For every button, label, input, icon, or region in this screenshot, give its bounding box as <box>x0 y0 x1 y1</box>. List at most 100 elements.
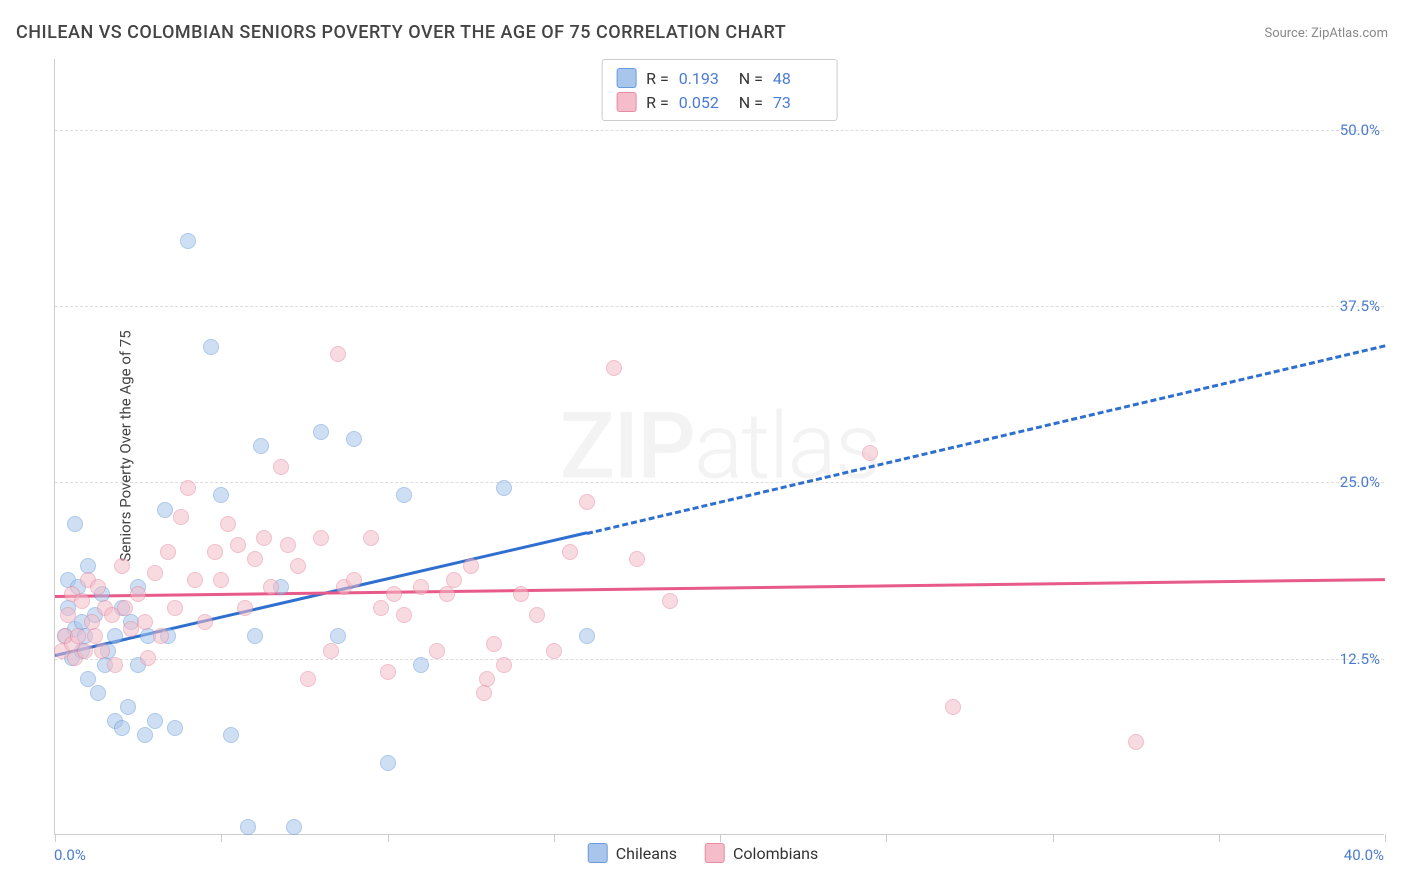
data-point <box>346 572 362 588</box>
data-point <box>153 628 169 644</box>
data-point <box>187 572 203 588</box>
data-point <box>147 565 163 581</box>
x-tick <box>1219 834 1220 842</box>
data-point <box>300 671 316 687</box>
trend-line <box>55 578 1385 598</box>
data-point <box>486 636 502 652</box>
data-point <box>439 586 455 602</box>
data-point <box>114 558 130 574</box>
y-tick-label: 25.0% <box>1340 473 1380 491</box>
data-point <box>476 685 492 701</box>
x-tick <box>388 834 389 842</box>
y-tick-label: 37.5% <box>1340 297 1380 315</box>
data-point <box>90 579 106 595</box>
data-point <box>330 346 346 362</box>
data-point <box>213 572 229 588</box>
data-point <box>147 713 163 729</box>
data-point <box>117 600 133 616</box>
data-point <box>606 360 622 376</box>
legend-stats: R =0.193N =48R =0.052N =73 <box>601 59 838 121</box>
data-point <box>240 819 256 835</box>
x-tick <box>221 834 222 842</box>
data-point <box>313 424 329 440</box>
data-point <box>429 643 445 659</box>
data-point <box>373 600 389 616</box>
data-point <box>513 586 529 602</box>
data-point <box>413 657 429 673</box>
data-point <box>662 593 678 609</box>
data-point <box>253 438 269 454</box>
gridline <box>55 130 1384 131</box>
x-tick <box>55 834 56 842</box>
data-point <box>562 544 578 560</box>
legend-stat-row: R =0.052N =73 <box>616 90 823 114</box>
data-point <box>290 558 306 574</box>
data-point <box>74 593 90 609</box>
data-point <box>446 572 462 588</box>
data-point <box>346 431 362 447</box>
data-point <box>280 537 296 553</box>
data-point <box>247 628 263 644</box>
legend-item: Chileans <box>588 843 677 863</box>
data-point <box>203 339 219 355</box>
data-point <box>496 480 512 496</box>
data-point <box>114 720 130 736</box>
data-point <box>1128 734 1144 750</box>
x-tick <box>886 834 887 842</box>
data-point <box>207 544 223 560</box>
data-point <box>386 586 402 602</box>
data-point <box>945 699 961 715</box>
data-point <box>396 607 412 623</box>
data-point <box>380 755 396 771</box>
data-point <box>413 579 429 595</box>
gridline <box>55 482 1384 483</box>
data-point <box>286 819 302 835</box>
plot-area: ZIPatlas R =0.193N =48R =0.052N =73 12.5… <box>54 59 1384 835</box>
data-point <box>247 551 263 567</box>
data-point <box>546 643 562 659</box>
data-point <box>396 487 412 503</box>
data-point <box>380 664 396 680</box>
data-point <box>263 579 279 595</box>
chart-title: CHILEAN VS COLOMBIAN SENIORS POVERTY OVE… <box>16 22 786 43</box>
data-point <box>463 558 479 574</box>
data-point <box>862 445 878 461</box>
data-point <box>140 650 156 666</box>
legend-series: Chileans Colombians <box>588 843 819 863</box>
trend-line <box>587 344 1386 535</box>
data-point <box>120 699 136 715</box>
data-point <box>629 551 645 567</box>
x-tick <box>554 834 555 842</box>
data-point <box>180 233 196 249</box>
source-attribution: Source: ZipAtlas.com <box>1264 26 1388 41</box>
data-point <box>256 530 272 546</box>
x-tick <box>1053 834 1054 842</box>
data-point <box>323 643 339 659</box>
data-point <box>90 685 106 701</box>
data-point <box>273 459 289 475</box>
x-axis-max-label: 40.0% <box>1344 846 1384 864</box>
legend-item: Colombians <box>705 843 818 863</box>
data-point <box>173 509 189 525</box>
data-point <box>167 720 183 736</box>
watermark: ZIPatlas <box>560 393 880 500</box>
x-axis-min-label: 0.0% <box>54 846 86 864</box>
data-point <box>220 516 236 532</box>
data-point <box>130 586 146 602</box>
data-point <box>529 607 545 623</box>
data-point <box>579 628 595 644</box>
data-point <box>67 516 83 532</box>
data-point <box>167 600 183 616</box>
data-point <box>77 643 93 659</box>
data-point <box>213 487 229 503</box>
data-point <box>180 480 196 496</box>
data-point <box>107 657 123 673</box>
data-point <box>237 600 253 616</box>
data-point <box>137 727 153 743</box>
data-point <box>137 614 153 630</box>
data-point <box>94 643 110 659</box>
data-point <box>363 530 379 546</box>
data-point <box>107 628 123 644</box>
data-point <box>230 537 246 553</box>
data-point <box>579 494 595 510</box>
